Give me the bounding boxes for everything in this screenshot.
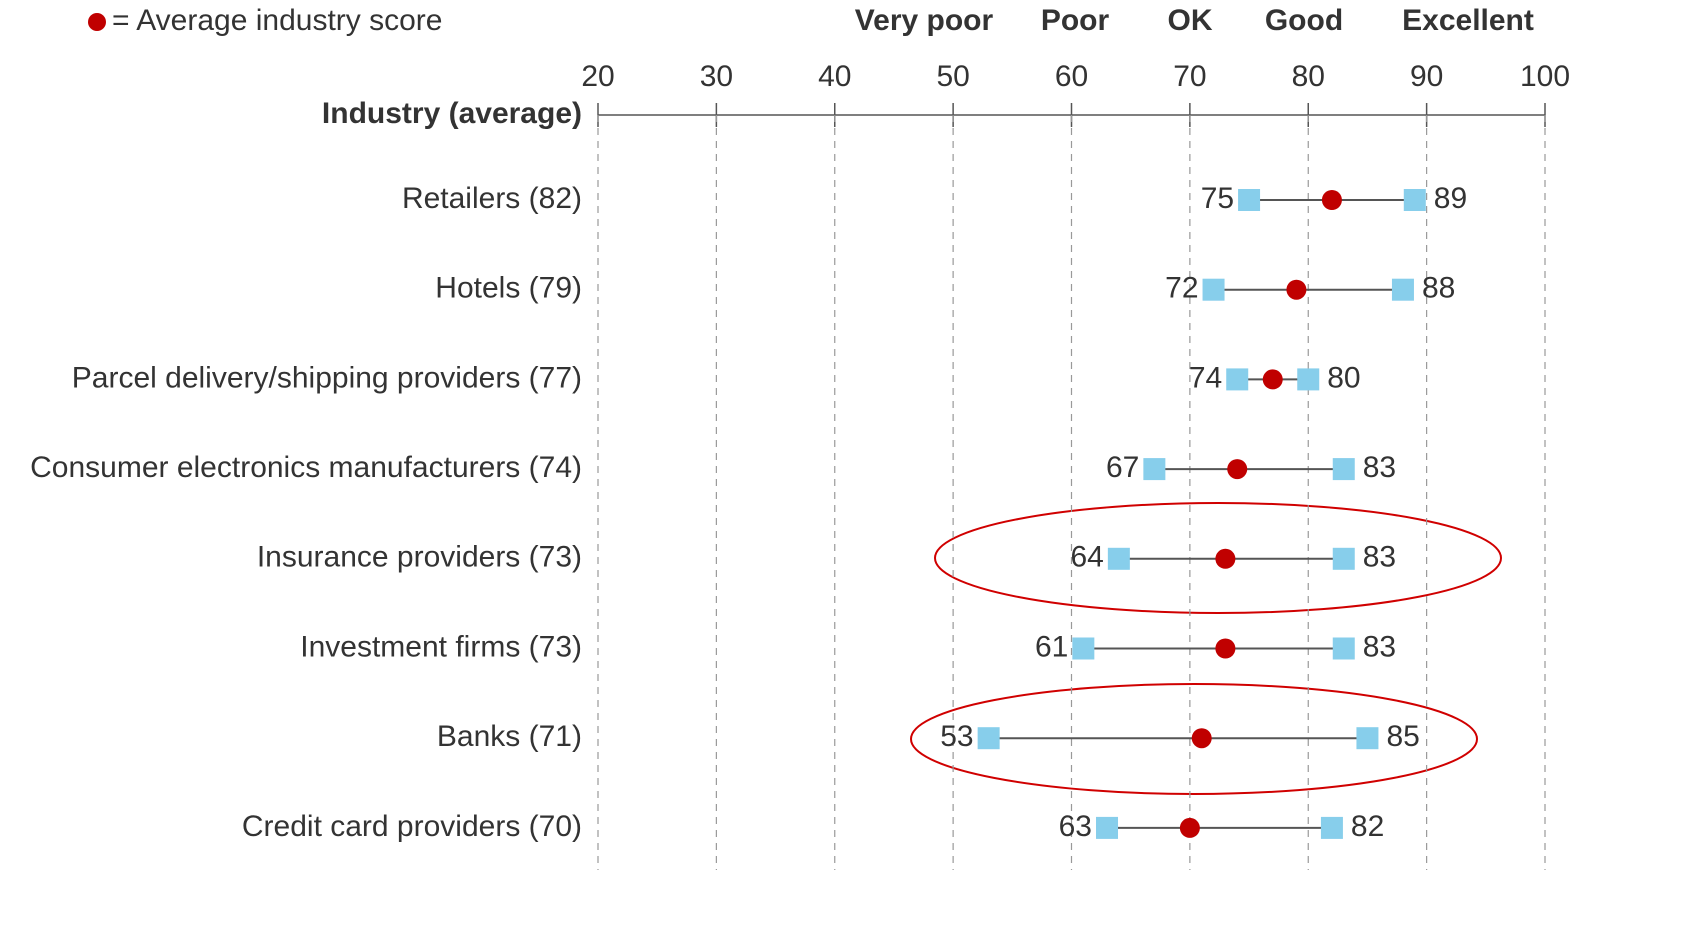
category-label: Parcel delivery/shipping providers (77) (72, 361, 582, 394)
average-marker (1215, 638, 1236, 659)
high-marker (1332, 458, 1355, 481)
category-label: Insurance providers (73) (257, 541, 582, 574)
category-label: Investment firms (73) (300, 630, 582, 663)
high-label: 89 (1434, 182, 1467, 215)
high-marker (1332, 547, 1355, 570)
low-label: 61 (1035, 630, 1068, 663)
high-label: 82 (1351, 810, 1384, 843)
high-marker (1332, 637, 1355, 660)
average-marker (1321, 190, 1342, 210)
low-label: 53 (940, 720, 973, 753)
high-marker (1320, 816, 1343, 839)
x-tick-label: 80 (1292, 60, 1325, 93)
category-label: Retailers (82) (402, 182, 582, 215)
low-label: 74 (1189, 361, 1222, 394)
average-marker (1227, 459, 1248, 480)
high-marker (1391, 278, 1414, 301)
average-marker (1262, 369, 1283, 390)
x-tick-label: 40 (818, 60, 851, 93)
high-marker (1403, 189, 1426, 211)
low-label: 67 (1106, 451, 1139, 484)
x-tick-label: 30 (700, 60, 733, 93)
x-tick-label: 20 (581, 60, 614, 93)
rating-label: Excellent (1402, 4, 1534, 37)
legend-marker (88, 13, 106, 31)
average-marker (1286, 279, 1307, 300)
axis-label: Industry (average) (322, 97, 582, 130)
low-marker (1238, 189, 1261, 211)
low-label: 75 (1201, 182, 1234, 215)
high-label: 80 (1327, 361, 1360, 394)
low-marker (1107, 547, 1130, 570)
x-tick-label: 60 (1055, 60, 1088, 93)
low-marker (977, 727, 1000, 750)
average-marker (1191, 728, 1212, 749)
high-marker (1356, 727, 1379, 750)
rating-label: Poor (1041, 4, 1110, 37)
high-marker (1297, 368, 1320, 391)
rating-label: OK (1168, 4, 1213, 37)
rating-label: Very poor (855, 4, 994, 37)
low-marker (1072, 637, 1095, 660)
category-label: Credit card providers (70) (242, 810, 582, 843)
high-label: 83 (1363, 451, 1396, 484)
low-label: 63 (1059, 810, 1092, 843)
category-label: Banks (71) (437, 720, 582, 753)
category-label: Hotels (79) (435, 272, 582, 305)
x-tick-label: 70 (1173, 60, 1206, 93)
low-marker (1202, 278, 1225, 301)
x-tick-label: 90 (1410, 60, 1443, 93)
low-label: 64 (1070, 541, 1103, 574)
high-label: 83 (1363, 630, 1396, 663)
average-marker (1215, 548, 1236, 569)
high-label: 85 (1386, 720, 1419, 753)
legend-label: = Average industry score (112, 4, 442, 37)
x-tick-label: 50 (936, 60, 969, 93)
low-marker (1096, 816, 1119, 839)
highlight-ellipse (910, 683, 1478, 795)
low-marker (1143, 458, 1166, 481)
rating-label: Good (1265, 4, 1343, 37)
x-tick-label: 100 (1520, 60, 1570, 93)
high-label: 88 (1422, 272, 1455, 305)
highlight-ellipse (934, 502, 1502, 614)
high-label: 83 (1363, 541, 1396, 574)
low-marker (1226, 368, 1249, 391)
average-marker (1179, 817, 1200, 838)
low-label: 72 (1165, 272, 1198, 305)
category-label: Consumer electronics manufacturers (74) (30, 451, 582, 484)
